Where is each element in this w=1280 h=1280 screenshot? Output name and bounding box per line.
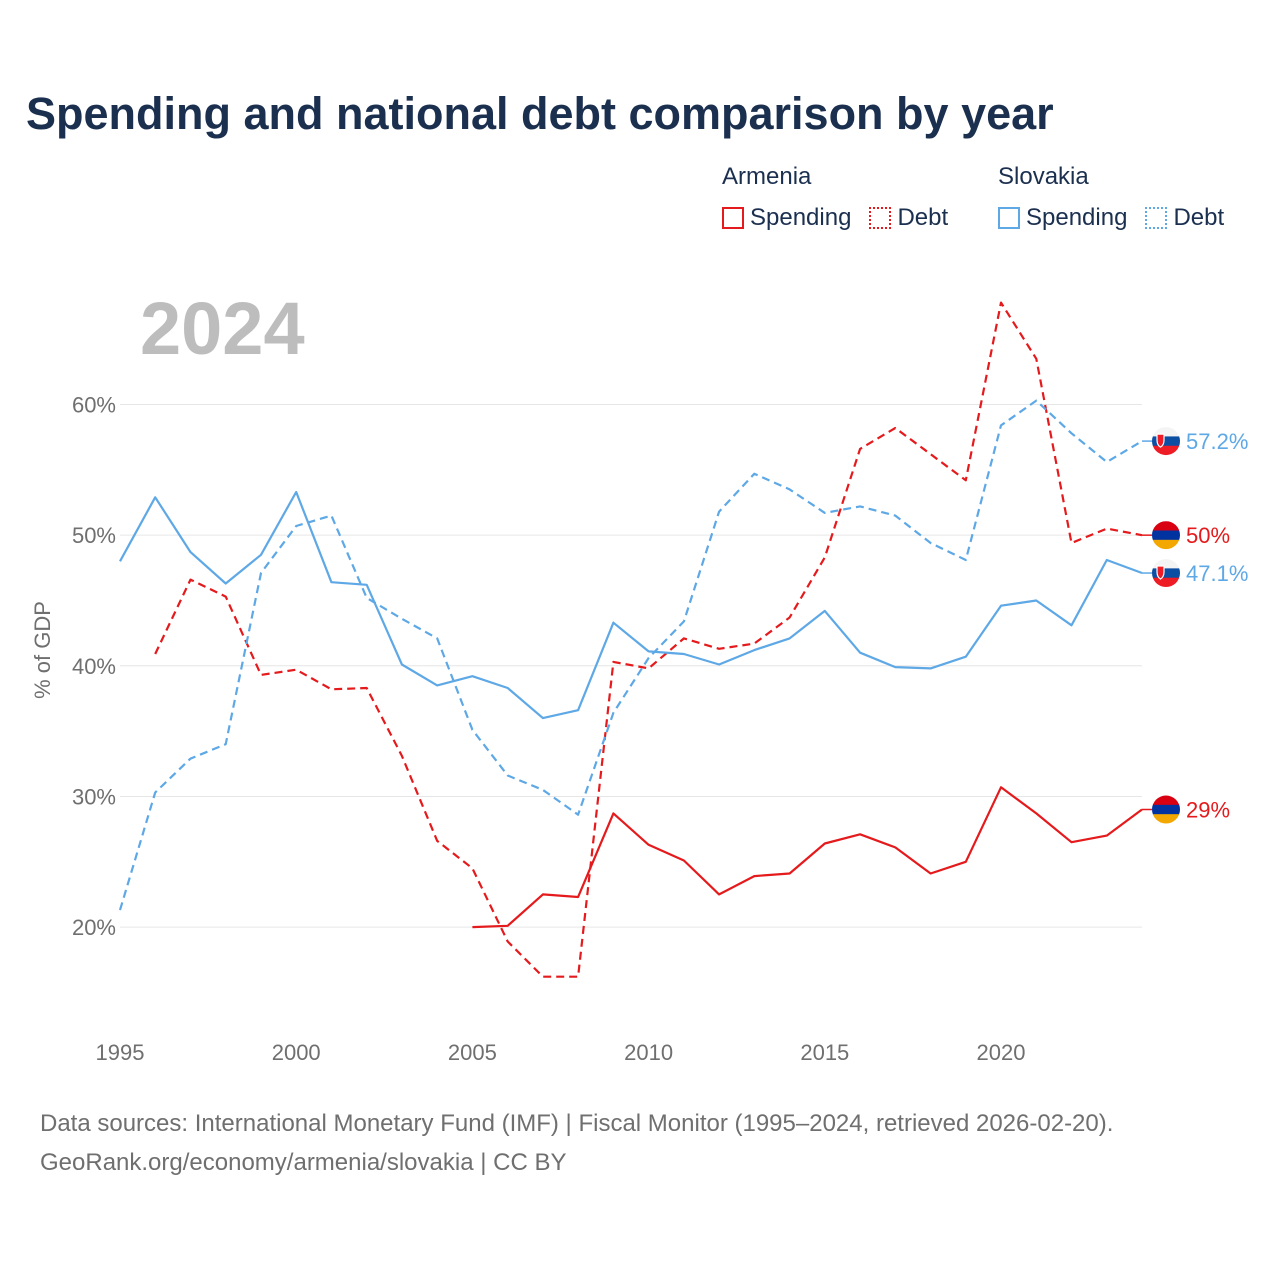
footer-sources: Data sources: International Monetary Fun… bbox=[40, 1110, 1114, 1137]
y-tick-label: 60% bbox=[72, 393, 116, 418]
x-tick-label: 2010 bbox=[624, 1040, 673, 1065]
legend-item-label: Debt bbox=[1173, 204, 1225, 231]
x-tick-label: 1995 bbox=[96, 1040, 145, 1065]
y-tick-label: 40% bbox=[72, 654, 116, 679]
dotted-line-swatch-icon bbox=[1145, 207, 1168, 229]
legend-group-armenia: Armenia Spending Debt bbox=[722, 160, 948, 232]
end-value-label: 47.1% bbox=[1186, 561, 1248, 586]
x-tick-label: 2020 bbox=[977, 1040, 1026, 1065]
axis-layer: 20% 30% 40% 50% 60% 1995 2000 2005 2010 2015 2020%… bbox=[30, 393, 1026, 1065]
legend-item-armenia-debt[interactable]: Debt bbox=[869, 204, 948, 232]
footer: Data sources: International Monetary Fun… bbox=[40, 1104, 1113, 1182]
legend-item-label: Debt bbox=[897, 204, 949, 231]
legend-group-name: Slovakia bbox=[998, 163, 1089, 190]
y-tick-label: 20% bbox=[72, 915, 116, 940]
y-axis-label: % of GDP bbox=[30, 601, 55, 699]
armenia-flag-icon bbox=[1152, 521, 1180, 550]
slovakia-flag-icon bbox=[1152, 559, 1180, 588]
end-value-label: 29% bbox=[1186, 798, 1230, 823]
legend-item-slovakia-spending[interactable]: Spending bbox=[998, 204, 1127, 232]
series-line-armenia-debt bbox=[154, 301, 1143, 978]
dotted-line-swatch-icon bbox=[869, 207, 892, 229]
legend-item-armenia-spending[interactable]: Spending bbox=[722, 204, 851, 232]
end-value-label: 57.2% bbox=[1186, 429, 1248, 454]
armenia-flag-icon bbox=[1152, 795, 1180, 824]
x-tick-label: 2015 bbox=[800, 1040, 849, 1065]
series-layer bbox=[118, 301, 1143, 978]
legend-group-name: Armenia bbox=[722, 163, 812, 190]
legend-item-slovakia-debt[interactable]: Debt bbox=[1145, 204, 1224, 232]
legend-group-slovakia: Slovakia Spending Debt bbox=[998, 160, 1224, 232]
series-line-slovakia-spending bbox=[119, 490, 1143, 720]
legend-item-label: Spending bbox=[1026, 204, 1128, 231]
y-tick-label: 30% bbox=[72, 784, 116, 809]
end-label-layer: 50% 29% 57.2% 47.1% bbox=[1142, 427, 1248, 824]
slovakia-flag-icon bbox=[1152, 427, 1180, 456]
solid-line-swatch-icon bbox=[998, 207, 1020, 229]
series-line-slovakia-debt bbox=[118, 399, 1143, 911]
chart-title: Spending and national debt comparison by… bbox=[26, 88, 1054, 139]
year-watermark: 2024 bbox=[140, 287, 305, 370]
end-value-label: 50% bbox=[1186, 523, 1230, 548]
legend-item-label: Spending bbox=[750, 204, 852, 231]
y-tick-label: 50% bbox=[72, 523, 116, 548]
solid-line-swatch-icon bbox=[722, 207, 744, 229]
x-tick-label: 2005 bbox=[448, 1040, 497, 1065]
footer-attribution-link[interactable]: GeoRank.org/economy/armenia/slovakia | C… bbox=[40, 1149, 567, 1176]
x-tick-label: 2000 bbox=[272, 1040, 321, 1065]
series-line-armenia-spending bbox=[472, 786, 1143, 929]
